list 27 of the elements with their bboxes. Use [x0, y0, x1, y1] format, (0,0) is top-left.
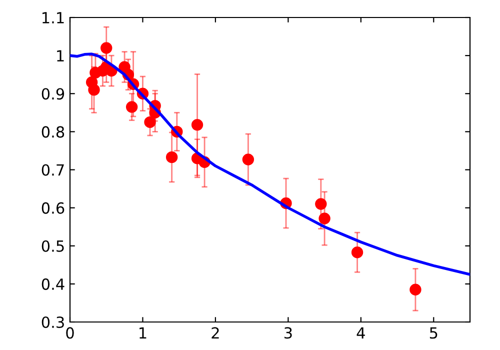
point: [166, 151, 178, 164]
point: [410, 284, 422, 296]
point: [191, 118, 204, 131]
y-tick-label: 0.3: [42, 316, 64, 328]
y-tick-label: 0.5: [42, 240, 64, 252]
x-tick-label: 4: [356, 327, 365, 338]
y-tick-label: 0.9: [42, 88, 64, 100]
point: [100, 42, 112, 54]
y-tick-label: 0.6: [42, 202, 64, 214]
x-tick-label: 3: [284, 327, 292, 339]
x-tick-label: 2: [212, 327, 219, 338]
y-tick-label: 0.4: [42, 278, 64, 290]
point: [88, 84, 100, 96]
x-tick-label: 1: [140, 327, 146, 338]
y-tick-label: 1: [57, 50, 64, 62]
x-tick-label: 5: [430, 327, 438, 339]
x-tick-label: 0: [66, 327, 74, 339]
line-series: [70, 52, 470, 276]
point: [318, 212, 330, 224]
y-tick-label: 0.8: [42, 126, 64, 138]
y-tick-label: 1.1: [42, 12, 64, 24]
point: [126, 101, 138, 113]
point: [242, 154, 254, 166]
point: [144, 116, 156, 128]
point: [351, 246, 364, 258]
y-tick-label: 0.7: [42, 164, 64, 176]
point: [315, 198, 327, 210]
